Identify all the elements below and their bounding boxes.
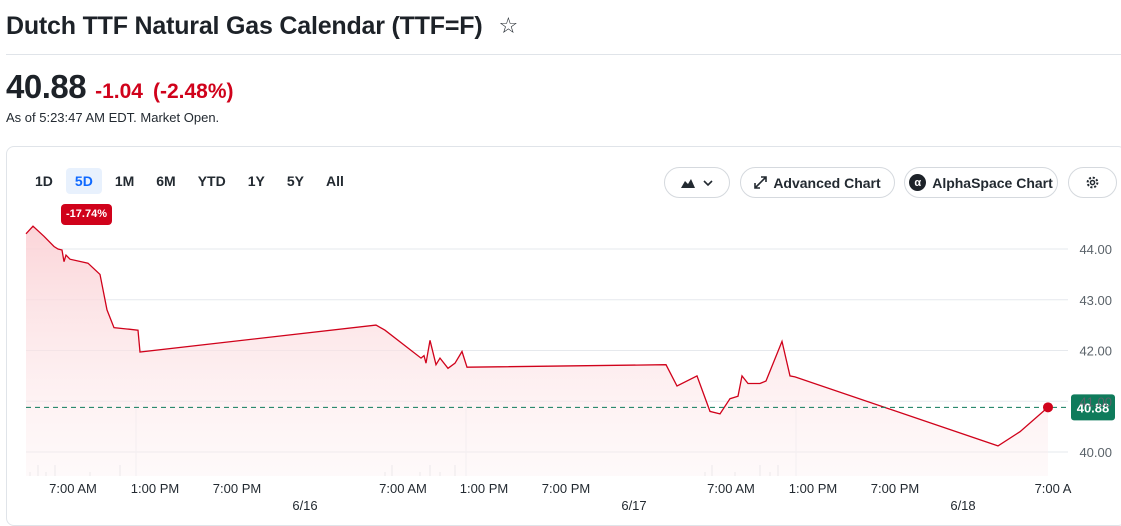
x-tick-label: 7:00 AM: [379, 481, 427, 496]
x-tick-label: 7:00 AM: [707, 481, 755, 496]
x-tick-label: 7:00 PM: [213, 481, 261, 496]
x-tick-label: 1:00 PM: [460, 481, 508, 496]
page-title: Dutch TTF Natural Gas Calendar (TTF=F): [6, 11, 483, 40]
range-tabs: 1D 5D 1M 6M YTD 1Y 5Y All: [26, 168, 357, 194]
y-tick-label: 40.00: [1079, 445, 1112, 460]
current-price: 40.88: [6, 68, 87, 105]
range-tab-all[interactable]: All: [325, 173, 344, 189]
y-tick-label: 42.00: [1079, 344, 1112, 359]
title-row: Dutch TTF Natural Gas Calendar (TTF=F) ☆: [6, 6, 518, 46]
alphaspace-chart-label: AlphaSpace Chart: [932, 174, 1053, 191]
chevron-down-icon: [703, 179, 713, 186]
x-tick-label: 1:00 PM: [131, 481, 179, 496]
range-tab-6m[interactable]: 6M: [156, 173, 176, 189]
last-price-badge: 40.88: [1071, 394, 1115, 421]
range-tab-ytd[interactable]: YTD: [197, 173, 226, 189]
advanced-chart-button[interactable]: Advanced Chart: [740, 167, 895, 198]
svg-text:40.88: 40.88: [1077, 400, 1110, 415]
mountain-chart-icon: [681, 178, 695, 188]
price-area: [26, 226, 1048, 476]
range-tab-5d[interactable]: 5D: [65, 168, 102, 194]
as-of-timestamp: As of 5:23:47 AM EDT. Market Open.: [6, 110, 220, 125]
date-label: 6/16: [292, 498, 317, 513]
range-tab-1m[interactable]: 1M: [114, 173, 135, 189]
range-tab-1d[interactable]: 1D: [35, 173, 53, 189]
y-tick-label: 44.00: [1079, 242, 1112, 257]
x-tick-label: 7:00 A: [1035, 481, 1072, 496]
alphaspace-chart-button[interactable]: α AlphaSpace Chart: [904, 167, 1058, 198]
y-tick-label: 41.00: [1079, 394, 1112, 409]
date-label: 6/18: [950, 498, 975, 513]
price-line: [25, 225, 1049, 447]
range-tab-1y[interactable]: 1Y: [247, 173, 265, 189]
divider: [6, 54, 1121, 55]
advanced-chart-label: Advanced Chart: [773, 174, 881, 191]
settings-button[interactable]: [1068, 167, 1117, 198]
y-tick-label: 43.00: [1079, 293, 1112, 308]
expand-icon: [754, 176, 768, 189]
range-tab-5y[interactable]: 5Y: [286, 173, 304, 189]
quote-row: 40.88 -1.04 (-2.48%): [6, 68, 234, 106]
date-label: 6/17: [621, 498, 646, 513]
price-change-percent: (-2.48%): [152, 80, 234, 103]
alpha-icon: α: [909, 174, 927, 191]
chart-type-button[interactable]: [664, 167, 730, 198]
x-tick-label: 7:00 PM: [542, 481, 590, 496]
performance-badge: -17.74%: [61, 204, 112, 225]
last-price-dot: [1043, 402, 1053, 413]
x-tick-label: 7:00 PM: [871, 481, 919, 496]
x-tick-label: 1:00 PM: [789, 481, 837, 496]
gear-icon: [1086, 176, 1099, 189]
x-tick-label: 7:00 AM: [49, 481, 97, 496]
star-outline-icon[interactable]: ☆: [498, 13, 519, 38]
price-change: -1.04: [95, 80, 143, 103]
